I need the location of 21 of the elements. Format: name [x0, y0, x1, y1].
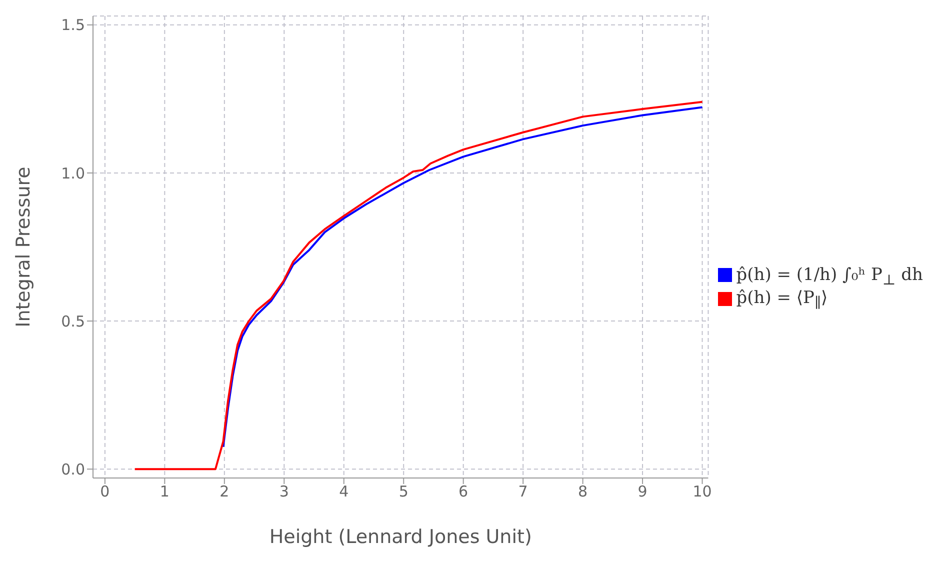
- x-tick-label: 2: [220, 482, 230, 501]
- y-tick-label: 0.0: [61, 460, 85, 478]
- x-tick-label: 5: [398, 482, 408, 501]
- line-series: [222, 106, 704, 448]
- x-tick-label: 3: [279, 482, 289, 501]
- legend-label: p̂(h) = ⟨P$_{∥}$⟩: [736, 288, 828, 312]
- line-series: [134, 100, 704, 470]
- x-tick-label: 6: [458, 482, 468, 501]
- y-tick-label: 0.5: [61, 312, 85, 330]
- x-tick-label: 8: [578, 482, 588, 501]
- x-axis-title: Height (Lennard Jones Unit): [269, 526, 532, 548]
- x-tick-label: 7: [518, 482, 528, 501]
- x-tick-label: 4: [339, 482, 349, 501]
- x-tick-label: 1: [160, 482, 170, 501]
- x-tick-label: 0: [100, 482, 110, 501]
- y-tick-label: 1.5: [61, 16, 85, 34]
- y-tick-label: 1.0: [61, 164, 85, 182]
- y-axis-title: Integral Pressure: [12, 166, 35, 328]
- x-tick-label: 9: [638, 482, 648, 501]
- x-tick-label: 10: [692, 482, 712, 501]
- legend-label: p̂(h) = (1/h) ∫₀ʰ P$_{⊥}$ dh: [736, 264, 923, 288]
